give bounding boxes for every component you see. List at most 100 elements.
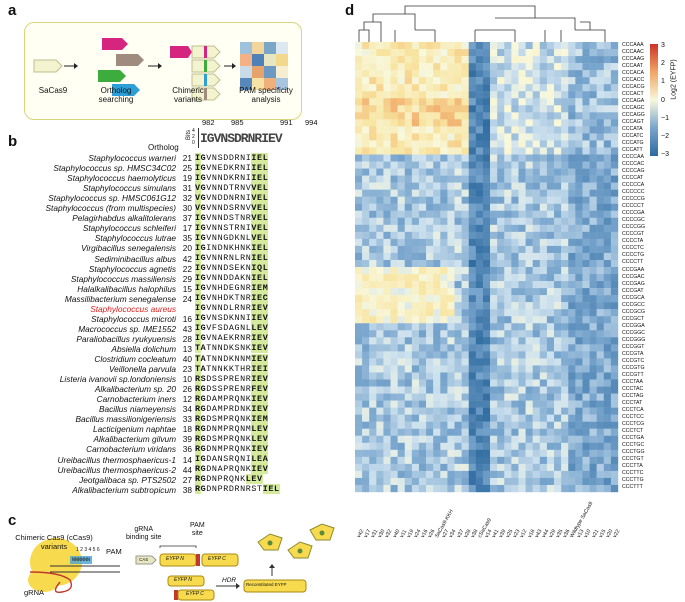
- heatmap-cell: [589, 56, 597, 64]
- heatmap-cell: [511, 484, 519, 493]
- heatmap-cell: [525, 98, 533, 106]
- residue-sequence: IGVNNDDAKNIEL: [195, 273, 269, 284]
- heatmap-cell: [355, 358, 363, 366]
- heatmap-cell: [383, 435, 391, 443]
- heatmap-cell: [355, 428, 363, 436]
- heatmap-cell: [355, 189, 363, 197]
- heatmap-cell: [546, 252, 555, 261]
- heatmap-cell: [539, 470, 548, 479]
- heatmap-cell: [511, 252, 519, 261]
- heatmap-cell: [561, 196, 569, 204]
- heatmap-cell: [447, 421, 455, 429]
- heatmap-cell: [468, 309, 477, 317]
- heatmap-cell: [447, 435, 455, 443]
- heatmap-cell: [568, 449, 576, 458]
- heatmap-cell: [497, 358, 505, 366]
- heatmap-cell: [475, 288, 484, 296]
- heatmap-cell: [504, 238, 512, 247]
- heatmap-cell: [610, 281, 619, 289]
- heatmap-cell: [490, 147, 498, 155]
- ortholog-number: 35: [182, 233, 192, 244]
- heatmap-cell: [397, 442, 405, 451]
- heatmap-cell: [418, 337, 427, 345]
- heatmap-cell: [603, 288, 612, 296]
- heatmap-cell: [454, 414, 462, 422]
- heatmap-cell: [376, 77, 384, 85]
- heatmap-cell: [575, 323, 583, 331]
- heatmap-cell: [433, 351, 441, 359]
- ortholog-number: 30: [182, 203, 192, 214]
- heatmap-cell: [554, 386, 562, 394]
- heatmap-cell: [518, 442, 526, 451]
- heatmap-cell: [490, 358, 498, 366]
- heatmap-cell: [475, 316, 484, 324]
- heatmap-cell: [447, 449, 455, 458]
- heatmap-cell: [468, 49, 477, 57]
- heatmap-cell: [546, 302, 555, 310]
- heatmap-cell: [504, 477, 512, 486]
- heatmap-cell: [426, 372, 434, 380]
- heatmap-cell: [490, 63, 498, 71]
- heatmap-cell: [610, 463, 619, 472]
- heatmap-cell: [525, 42, 533, 50]
- heatmap-cell: [482, 449, 491, 458]
- heatmap-cell: [440, 281, 448, 289]
- heatmap-cell: [433, 344, 441, 352]
- heatmap-cell: [525, 70, 533, 78]
- ortholog-number: 16: [182, 313, 192, 324]
- heatmap-cell: [404, 77, 413, 85]
- heatmap-cell: [596, 414, 604, 422]
- species-name: Staphylococcus agnetis: [88, 263, 176, 274]
- ortholog-number: 32: [182, 193, 192, 204]
- heatmap-cell: [539, 295, 548, 303]
- heatmap-cell: [411, 316, 420, 324]
- heatmap-cell: [418, 281, 427, 289]
- heatmap-cell: [362, 252, 370, 261]
- heatmap-cell: [546, 231, 555, 240]
- heatmap-cell: [490, 203, 498, 211]
- heatmap-cell: [454, 330, 462, 338]
- heatmap-cell: [546, 428, 555, 436]
- heatmap-cell: [525, 400, 533, 408]
- heatmap-cell: [539, 210, 548, 218]
- heatmap-cell: [411, 435, 420, 443]
- heatmap-cell: [546, 147, 555, 155]
- heatmap-cell: [454, 386, 462, 394]
- heatmap-cell: [504, 442, 512, 451]
- heatmap-cell: [554, 175, 562, 183]
- heatmap-cell: [411, 288, 420, 296]
- heatmap-cell: [589, 105, 597, 113]
- heatmap-cell: [418, 330, 427, 338]
- heatmap-cell: [461, 274, 469, 282]
- heatmap-cell: [411, 147, 420, 155]
- heatmap-cell: [511, 428, 519, 436]
- heatmap-cell: [390, 456, 398, 465]
- heatmap-cell: [355, 140, 363, 148]
- heatmap-cell: [561, 133, 569, 141]
- residue-sequence: VGVNNDTRNVVEL: [195, 182, 269, 193]
- heatmap-cell: [511, 407, 519, 415]
- heatmap-cell: [511, 126, 519, 134]
- heatmap-cell: [532, 196, 541, 204]
- heatmap-cell: [475, 105, 484, 113]
- heatmap-cell: [355, 393, 363, 401]
- heatmap-cell: [461, 288, 469, 296]
- heatmap-cell: [383, 140, 391, 148]
- species-name: Staphylococcus warneri: [88, 153, 176, 163]
- heatmap-cell: [596, 84, 604, 92]
- heatmap-cell: [426, 56, 434, 64]
- heatmap-cell: [454, 91, 462, 99]
- heatmap-cell: [397, 112, 405, 120]
- heatmap-cell: [532, 77, 541, 85]
- heatmap-cell: [596, 252, 604, 261]
- heatmap-cell: [355, 147, 363, 155]
- heatmap-cell: [397, 386, 405, 394]
- heatmap-cell: [497, 267, 505, 275]
- heatmap-cell: [561, 295, 569, 303]
- heatmap-cell: [355, 288, 363, 296]
- heatmap-cell: [539, 252, 548, 261]
- heatmap-cell: [390, 281, 398, 289]
- heatmap-cell: [418, 175, 427, 183]
- heatmap-cell: [596, 203, 604, 211]
- heatmap-cell: [610, 449, 619, 458]
